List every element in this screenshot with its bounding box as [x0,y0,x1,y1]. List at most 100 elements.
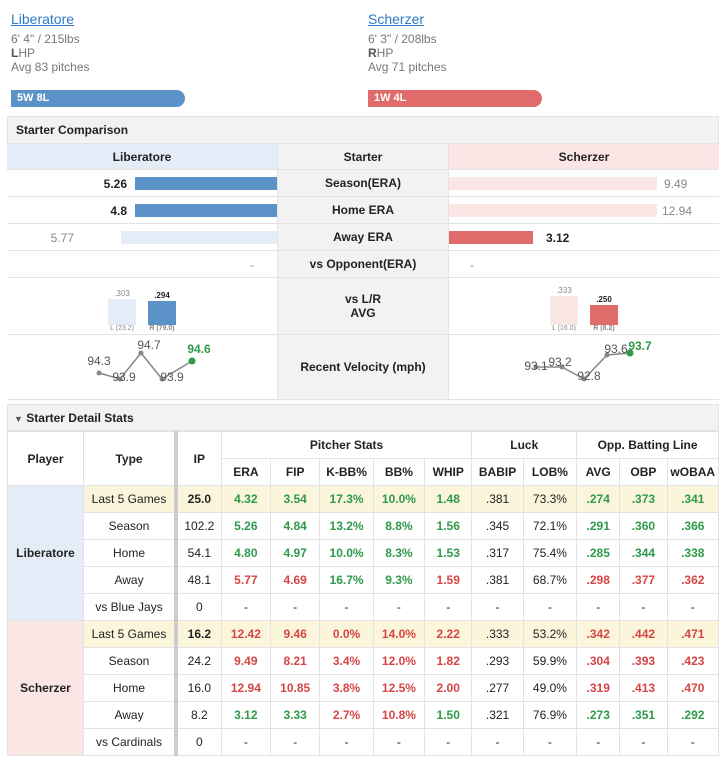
left-height-weight: 6' 4" / 215lbs [11,32,80,46]
stat-cell-bb-: 14.0% [372,620,426,648]
stat-cell-lob-: 72.1% [522,512,578,540]
type-cell: Home [83,539,177,567]
stat-cell-k-bb-: - [319,728,374,756]
stat-cell-fip: 3.54 [270,485,321,513]
player-name-cell: Scherzer [6,620,85,756]
stat-cell-wobaa: .366 [666,512,720,540]
stat-cell-obp: .393 [619,647,668,675]
ip-cell: 102.2 [173,512,222,540]
stat-cell-bb-: 10.8% [372,701,426,729]
th-wobaa: wOBAA [666,458,720,486]
stat-cell-wobaa: .292 [666,701,720,729]
stat-cell-era: 9.49 [220,647,272,675]
right-r-tag: R (8.2) [593,325,615,332]
stat-cell-whip: 2.22 [424,620,473,648]
right-value: 9.49 [664,177,688,191]
stat-cell-lob-: 68.7% [522,566,578,594]
player-name-cell: Liberatore [6,485,85,621]
comparison-header-mid: Starter [277,144,449,169]
stat-cell-whip: 1.56 [424,512,473,540]
left-r-tag: R (79.0) [149,325,175,332]
stat-cell-whip: - [424,728,473,756]
stat-cell-whip: 1.50 [424,701,473,729]
stat-cell-fip: 3.33 [270,701,321,729]
stat-cell-babip: .277 [471,674,524,702]
stat-cell-babip: .333 [471,620,524,648]
stat-cell-k-bb-: 3.8% [319,674,374,702]
left-value: 5.77 [50,231,74,245]
starter-detail-header[interactable]: ▼ Starter Detail Stats [7,404,719,431]
left-pitcher-name-link[interactable]: Liberatore [11,11,75,27]
th-lob-: LOB% [522,458,578,486]
starter-comparison-header: Starter Comparison [7,116,719,144]
stat-cell-k-bb-: 10.0% [319,539,374,567]
stat-cell-k-bb-: 17.3% [319,485,374,513]
right-record-badge: 1W 4L [368,90,542,107]
stat-cell-k-bb-: 13.2% [319,512,374,540]
right-r-value: .250 [596,295,612,304]
stat-cell-bb-: 8.8% [372,512,426,540]
stat-cell-era: - [220,593,272,621]
th-fip: FIP [270,458,321,486]
stat-cell-avg: - [576,728,621,756]
stat-cell-babip: .293 [471,647,524,675]
stat-cell-babip: - [471,728,524,756]
type-cell: Home [83,674,177,702]
right-l-bar [550,296,578,325]
left-value: - [250,258,254,272]
stat-cell-fip: 10.85 [270,674,321,702]
stat-cell-wobaa: .338 [666,539,720,567]
right-l-tag: L (16.0) [552,325,576,332]
stat-cell-lob-: 76.9% [522,701,578,729]
table-row: Scherzer Last 5 Games 16.2 12.42 9.46 0.0% 14.… [6,620,720,756]
table-row: Liberatore Last 5 Games 25.0 4.32 3.54 17.3% 1… [6,485,720,621]
stat-cell-era: - [220,728,272,756]
left-l-tag: L (23.2) [110,325,134,332]
th-luck: Luck [471,431,578,459]
stat-cell-bb-: 12.0% [372,647,426,675]
right-height-weight: 6' 3" / 208lbs [368,32,437,46]
type-cell: Season [83,647,177,675]
type-cell: Away [83,701,177,729]
stat-cell-babip: .321 [471,701,524,729]
velo-label: 93.7 [628,339,652,353]
stat-cell-lob-: 73.3% [522,485,578,513]
stat-cell-lob-: 49.0% [522,674,578,702]
left-bar [135,204,277,217]
stat-cell-whip: 1.59 [424,566,473,594]
stat-cell-avg: - [576,593,621,621]
table-row: Season 24.2 9.49 8.21 3.4% 12.0% 1.82.293 59.9%… [8,647,720,675]
stat-cell-lob-: 53.2% [522,620,578,648]
right-bar [449,177,657,190]
stat-cell-wobaa: - [666,593,720,621]
right-bar [449,204,657,217]
stat-cell-bb-: - [372,593,426,621]
th-babip: BABIP [471,458,524,486]
stat-cell-bb-: 10.0% [372,485,426,513]
stat-cell-era: 4.80 [220,539,272,567]
left-avg-pitches: Avg 83 pitches [11,60,90,74]
stat-cell-bb-: - [372,728,426,756]
left-r-bar [148,301,176,325]
comparison-header-row: Liberatore Starter Scherzer [7,144,719,170]
velo-label: 92.8 [577,369,601,383]
stat-cell-fip: 4.84 [270,512,321,540]
stat-cell-fip: 4.69 [270,566,321,594]
type-cell: Last 5 Games [83,485,177,513]
right-velocity-sparkline: 93.1 93.2 92.8 93.6 93.7 [524,339,652,383]
stat-cell-wobaa: - [666,728,720,756]
stat-cell-lob-: 75.4% [522,539,578,567]
right-pitcher-name-link[interactable]: Scherzer [368,11,425,27]
stat-cell-avg: .319 [576,674,621,702]
th-k-bb-: K-BB% [319,458,374,486]
collapse-triangle-icon[interactable]: ▼ [14,414,23,424]
stat-cell-whip: 2.00 [424,674,473,702]
th-obp: OBP [619,458,668,486]
stat-cell-fip: 4.97 [270,539,321,567]
right-value: 3.12 [546,231,570,245]
left-bar [135,177,277,190]
left-bar [121,231,277,244]
ip-cell: 8.2 [173,701,222,729]
th-player: Player [6,431,85,486]
right-r-bar [590,305,618,325]
